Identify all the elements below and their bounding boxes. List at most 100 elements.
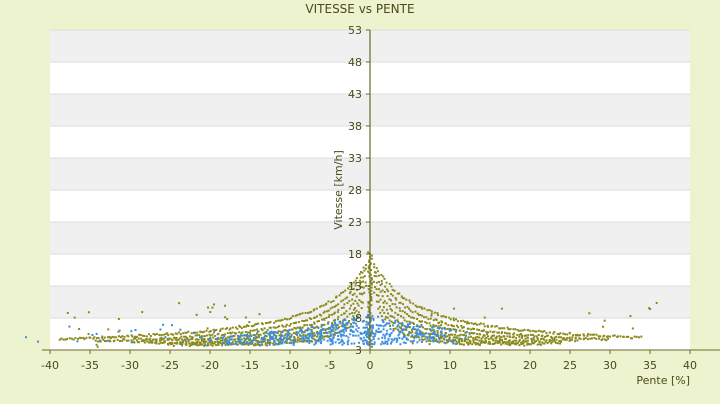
scatter-point-olive xyxy=(472,336,475,339)
scatter-point-olive xyxy=(355,295,358,298)
scatter-point-olive xyxy=(240,332,243,335)
y-tick-label: 38 xyxy=(348,120,362,133)
scatter-point-olive xyxy=(238,338,241,341)
scatter-point-olive xyxy=(141,311,144,314)
scatter-point-blue xyxy=(347,336,350,339)
scatter-point-blue xyxy=(306,328,309,331)
scatter-point-blue xyxy=(362,326,365,329)
scatter-point-blue xyxy=(263,336,266,339)
scatter-point-blue xyxy=(362,340,365,343)
scatter-point-blue xyxy=(314,342,317,345)
scatter-point-olive xyxy=(516,341,519,344)
scatter-point-blue xyxy=(336,323,339,326)
scatter-point-olive xyxy=(532,338,535,341)
scatter-point-blue xyxy=(345,334,348,337)
scatter-point-olive xyxy=(409,309,412,312)
scatter-point-olive xyxy=(516,329,519,332)
scatter-point-olive xyxy=(391,294,394,297)
scatter-point-olive xyxy=(478,344,481,347)
scatter-point-olive xyxy=(541,330,544,333)
scatter-point-blue xyxy=(366,332,369,335)
x-tick-label: -10 xyxy=(281,359,299,372)
scatter-point-blue xyxy=(330,334,333,337)
scatter-point-olive xyxy=(208,330,211,333)
scatter-point-olive xyxy=(337,308,340,311)
scatter-point-olive xyxy=(459,329,462,332)
scatter-point-olive xyxy=(323,317,326,320)
scatter-point-olive xyxy=(459,319,462,322)
scatter-point-olive xyxy=(387,290,390,293)
scatter-point-olive xyxy=(472,323,475,326)
scatter-point-olive xyxy=(179,341,182,344)
scatter-point-olive xyxy=(458,341,461,344)
scatter-point-olive xyxy=(583,334,586,337)
scatter-point-olive xyxy=(474,338,477,341)
scatter-point-olive xyxy=(226,336,229,339)
scatter-point-blue xyxy=(281,340,284,343)
scatter-point-olive xyxy=(373,266,376,269)
scatter-point-olive xyxy=(472,327,475,330)
scatter-point-blue xyxy=(107,339,110,342)
scatter-point-olive xyxy=(370,289,373,292)
scatter-point-olive xyxy=(422,326,425,329)
scatter-point-olive xyxy=(574,333,577,336)
scatter-point-blue xyxy=(365,331,368,334)
scatter-point-blue xyxy=(381,319,384,322)
scatter-point-blue xyxy=(353,319,356,322)
scatter-point-olive xyxy=(468,332,471,335)
scatter-point-olive xyxy=(174,338,177,341)
scatter-point-olive xyxy=(101,335,104,338)
scatter-point-blue xyxy=(365,340,368,343)
scatter-point-blue xyxy=(450,329,453,332)
scatter-point-olive xyxy=(336,311,339,314)
scatter-point-olive xyxy=(370,293,373,295)
scatter-point-olive xyxy=(400,322,403,325)
scatter-point-blue xyxy=(384,340,387,343)
scatter-point-olive xyxy=(456,320,459,323)
scatter-point-olive xyxy=(353,292,356,295)
scatter-point-olive xyxy=(487,338,490,341)
scatter-point-olive xyxy=(107,328,110,331)
scatter-point-olive xyxy=(233,334,236,337)
scatter-point-olive xyxy=(359,276,362,279)
scatter-point-olive xyxy=(254,342,257,345)
scatter-point-blue xyxy=(244,338,247,341)
scatter-point-olive xyxy=(203,344,206,347)
scatter-point-olive xyxy=(220,334,223,337)
scatter-point-olive xyxy=(354,307,357,310)
scatter-point-olive xyxy=(380,274,383,277)
x-tick-label: -5 xyxy=(325,359,336,372)
scatter-point-olive xyxy=(393,289,396,292)
scatter-point-blue xyxy=(267,339,270,342)
scatter-point-olive xyxy=(187,339,190,342)
scatter-point-blue xyxy=(364,339,367,342)
scatter-point-olive xyxy=(491,338,494,341)
scatter-point-blue xyxy=(438,338,441,341)
scatter-point-olive xyxy=(440,324,443,327)
scatter-point-olive xyxy=(419,320,422,323)
scatter-point-olive xyxy=(387,312,390,315)
scatter-point-olive xyxy=(389,324,392,327)
scatter-point-olive xyxy=(288,336,291,339)
scatter-point-olive xyxy=(480,329,483,332)
scatter-point-olive xyxy=(411,321,414,324)
scatter-point-olive xyxy=(60,337,63,340)
scatter-point-olive xyxy=(481,340,484,343)
scatter-point-blue xyxy=(325,332,328,335)
scatter-point-blue xyxy=(296,331,299,334)
scatter-point-olive xyxy=(478,323,481,326)
scatter-point-olive xyxy=(203,335,206,338)
scatter-point-blue xyxy=(366,342,369,345)
scatter-point-olive xyxy=(224,344,227,347)
scatter-point-blue xyxy=(375,324,378,327)
scatter-point-olive xyxy=(375,288,378,291)
scatter-point-olive xyxy=(354,284,357,287)
scatter-point-blue xyxy=(230,338,233,341)
scatter-point-olive xyxy=(370,278,373,281)
scatter-point-olive xyxy=(543,330,546,333)
scatter-point-olive xyxy=(324,328,327,331)
scatter-point-olive xyxy=(555,338,558,341)
scatter-point-olive xyxy=(429,340,432,343)
scatter-point-olive xyxy=(501,340,504,343)
scatter-point-olive xyxy=(425,322,428,325)
